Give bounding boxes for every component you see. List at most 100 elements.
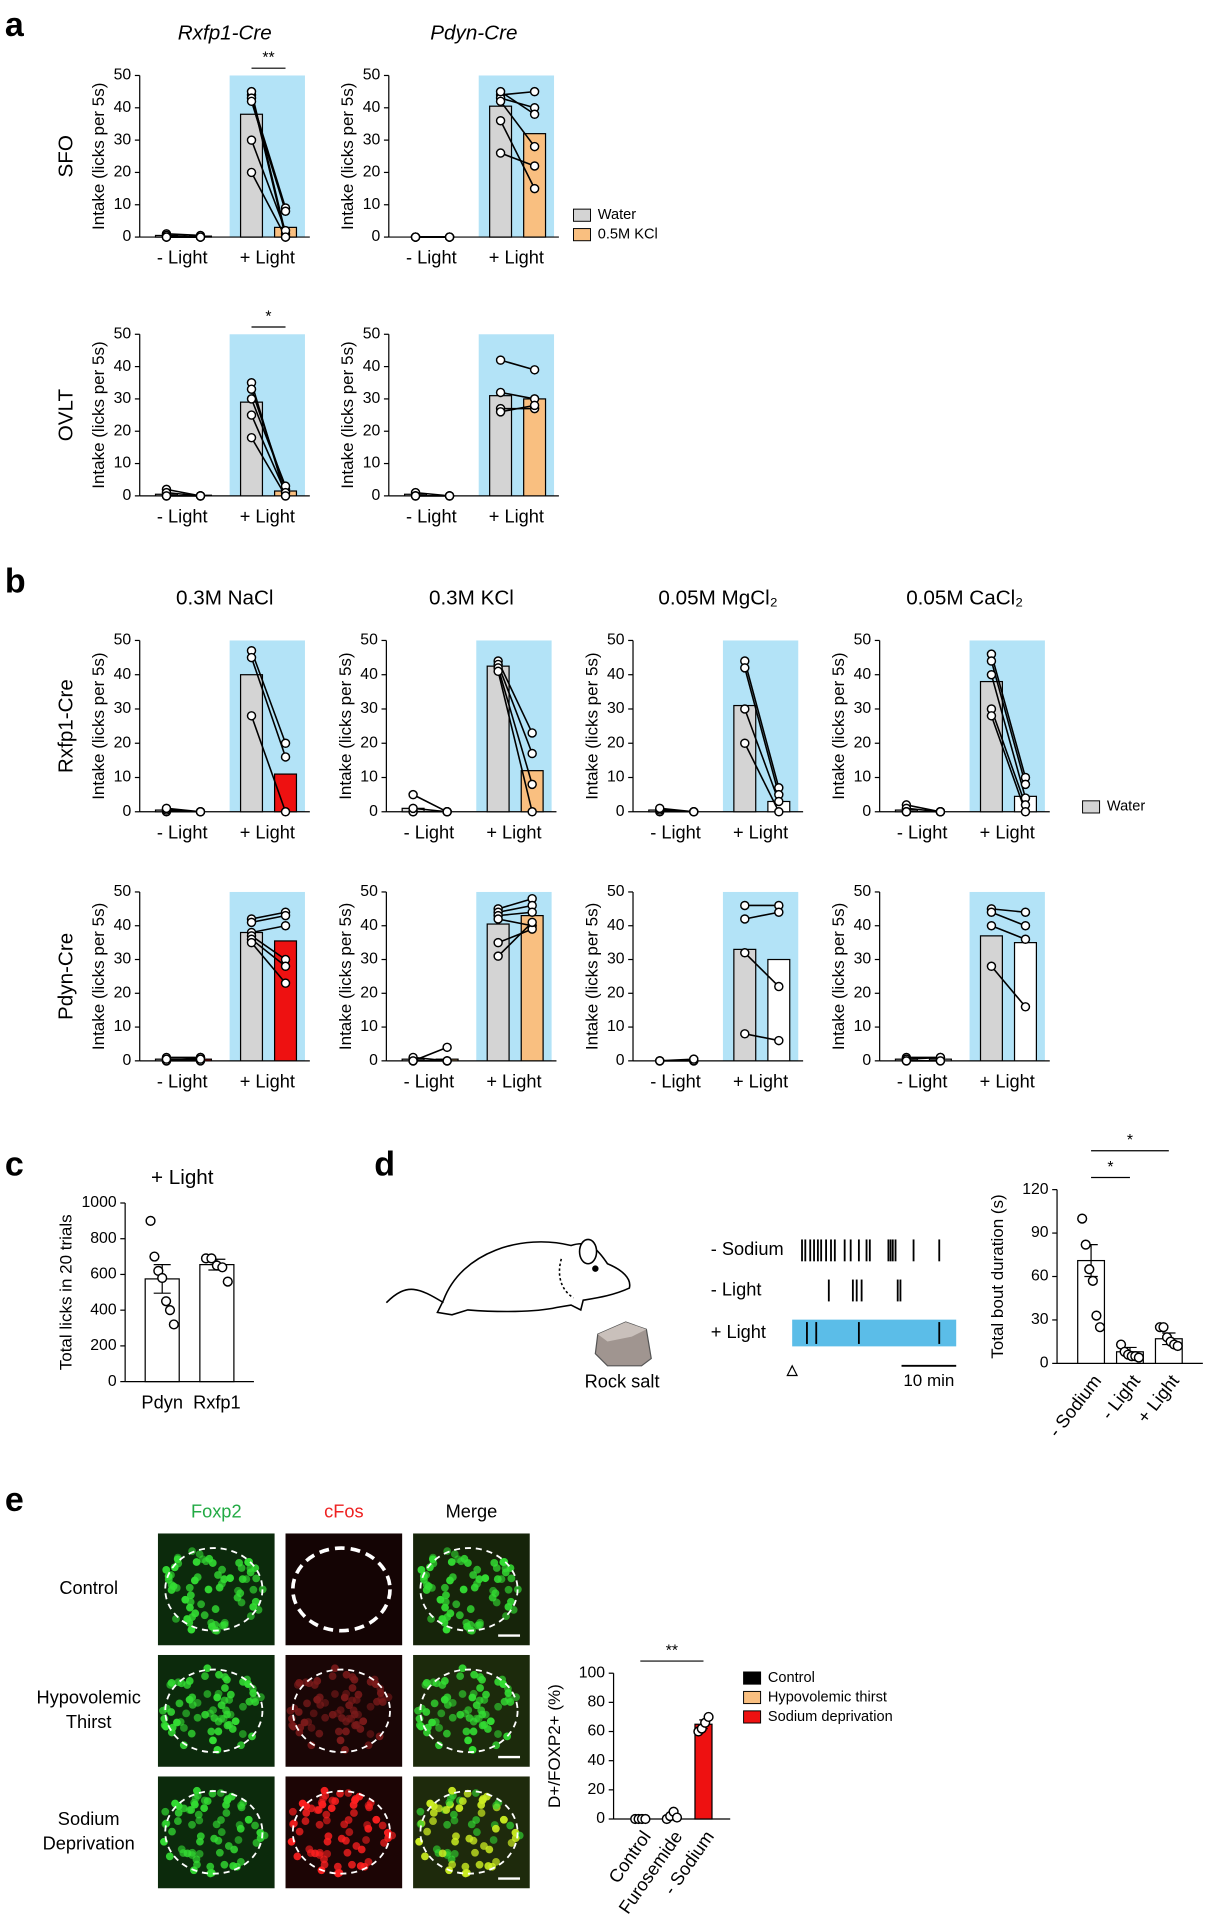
y-axis-label: Total bout duration (s) [988, 1194, 1007, 1358]
cell [506, 1821, 515, 1830]
data-point [157, 1272, 168, 1284]
cell [251, 1821, 259, 1830]
data-point [161, 803, 172, 814]
y-tick-label: 40 [854, 917, 872, 934]
pair-line [497, 928, 533, 944]
cell [423, 1728, 431, 1737]
region-outline [419, 1668, 519, 1754]
cell [238, 1730, 247, 1738]
micrograph [285, 1776, 403, 1889]
y-tick-label: 20 [363, 164, 381, 181]
cell [220, 1860, 229, 1869]
cell [446, 1609, 455, 1618]
cell [376, 1684, 385, 1693]
bar [520, 914, 544, 1062]
cell [307, 1804, 316, 1813]
y-axis-label: Intake (licks per 5s) [336, 903, 355, 1050]
cell [160, 1721, 169, 1730]
pair-line [250, 715, 287, 813]
pair-line [250, 97, 287, 209]
x-tick-label: + Light [733, 822, 788, 842]
cell [345, 1714, 353, 1723]
data-point [280, 491, 291, 501]
cell [475, 1860, 484, 1869]
annotation: Rock salt [585, 1372, 660, 1392]
pair-line [744, 742, 780, 813]
cell [456, 1672, 465, 1680]
data-point [527, 748, 537, 759]
pair-line [251, 914, 286, 924]
cell [466, 1620, 475, 1629]
y-tick-label: 40 [114, 99, 132, 116]
cell [484, 1725, 492, 1733]
cell [429, 1817, 437, 1825]
image-row-label: Thirst [66, 1712, 112, 1732]
data-point [986, 961, 997, 972]
row-label: - Light [711, 1279, 762, 1299]
data-point [410, 491, 421, 501]
cell [204, 1585, 213, 1594]
y-tick-label: 20 [114, 422, 132, 439]
cell [220, 1575, 229, 1584]
data-point [246, 917, 257, 928]
y-tick-label: 600 [90, 1266, 117, 1283]
cell [305, 1845, 314, 1854]
y-tick-label: 10 [363, 455, 381, 472]
pair-line [497, 660, 533, 734]
cell [311, 1849, 319, 1858]
cell [176, 1718, 185, 1726]
cell [428, 1555, 437, 1564]
cell [174, 1817, 182, 1825]
cell [499, 1558, 508, 1566]
cell [336, 1736, 345, 1745]
y-tick-label: 20 [607, 734, 625, 751]
y-tick-label: 40 [363, 99, 381, 116]
y-axis-label: Intake (licks per 5s) [89, 903, 108, 1050]
y-tick-label: 20 [363, 422, 381, 439]
image-background [285, 1533, 403, 1646]
region-outline [419, 1547, 519, 1632]
cell [206, 1862, 215, 1871]
x-tick-label: - Light [650, 1072, 701, 1092]
region-outline [291, 1790, 391, 1875]
cell [303, 1699, 311, 1708]
cell [431, 1718, 440, 1726]
image-column-label: Foxp2 [191, 1502, 242, 1522]
cell [504, 1684, 512, 1693]
pair-line [991, 908, 1026, 914]
cell [215, 1848, 224, 1857]
cell [167, 1581, 176, 1589]
cell [179, 1741, 188, 1750]
y-axis-label: Intake (licks per 5s) [338, 83, 357, 230]
x-tick-label: Rxfp1 [193, 1392, 241, 1412]
legend-label: Hypovolemic thirst [768, 1689, 887, 1705]
cell [497, 1575, 506, 1584]
cell [475, 1621, 484, 1629]
cell [378, 1698, 387, 1706]
cell [343, 1848, 352, 1857]
column-title: 0.05M MgCl₂ [658, 587, 777, 610]
data-point [246, 167, 257, 178]
cell [359, 1717, 368, 1726]
data-point [495, 115, 506, 126]
data-point [442, 1042, 452, 1053]
x-tick-label: + Light [486, 822, 541, 842]
cell [492, 1858, 500, 1866]
pair-line [991, 925, 1026, 940]
data-point [740, 948, 750, 958]
cell [171, 1799, 179, 1808]
y-tick-label: 200 [90, 1337, 117, 1354]
y-tick-label: 0 [616, 1052, 625, 1069]
cell [239, 1702, 247, 1711]
cell [195, 1816, 204, 1825]
data-point [246, 135, 257, 145]
cell [214, 1571, 222, 1579]
x-tick-label: - Light [404, 822, 455, 842]
data-point [986, 656, 997, 666]
x-tick-label: + Light [240, 248, 295, 268]
bar [694, 1723, 713, 1820]
x-tick-label: - Light [406, 248, 457, 268]
cell [315, 1820, 324, 1829]
y-tick-label: 20 [114, 984, 132, 1001]
data-point [280, 807, 291, 817]
